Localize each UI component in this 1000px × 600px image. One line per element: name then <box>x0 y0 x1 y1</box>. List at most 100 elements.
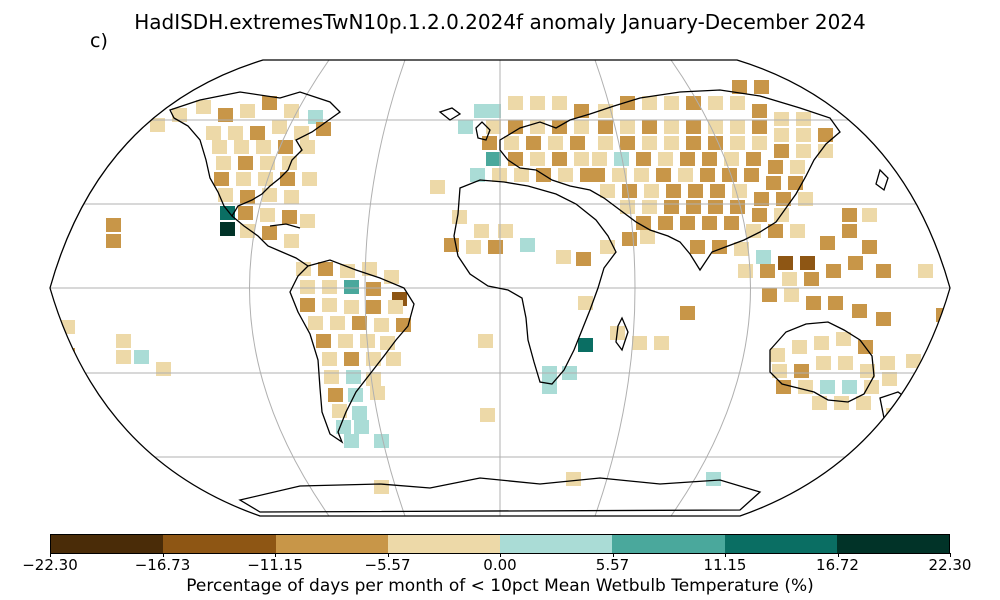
anomaly-cell <box>508 152 523 166</box>
anomaly-cell <box>396 318 411 332</box>
anomaly-cell <box>826 264 841 278</box>
anomaly-cell <box>656 168 671 182</box>
anomaly-cell <box>706 472 721 486</box>
anomaly-cell <box>258 172 273 186</box>
anomaly-cell <box>818 144 833 158</box>
anomaly-cell <box>782 272 797 286</box>
anomaly-cell <box>862 208 877 222</box>
anomaly-cell <box>116 334 131 348</box>
anomaly-cell <box>220 222 235 236</box>
anomaly-cell <box>708 120 723 134</box>
anomaly-cell <box>620 120 635 134</box>
colorbar-tick-mark <box>275 553 276 557</box>
anomaly-cell <box>806 296 821 310</box>
colorbar-tick-mark <box>837 553 839 557</box>
anomaly-cell <box>642 120 657 134</box>
anomaly-grid-cells <box>60 80 950 494</box>
anomaly-cell <box>480 408 495 422</box>
anomaly-cell <box>688 184 703 198</box>
anomaly-cell <box>352 316 367 330</box>
anomaly-cell <box>774 112 789 126</box>
anomaly-cell <box>738 264 753 278</box>
anomaly-cell <box>236 172 251 186</box>
anomaly-cell <box>488 240 503 254</box>
anomaly-cell <box>798 380 813 394</box>
anomaly-cell <box>622 232 637 246</box>
anomaly-cell <box>842 208 857 222</box>
colorbar-tick-mark <box>50 553 51 557</box>
anomaly-cell <box>504 136 519 150</box>
anomaly-cell <box>642 136 657 150</box>
anomaly-cell <box>530 96 545 110</box>
anomaly-cell <box>240 224 255 238</box>
anomaly-cell <box>658 216 673 230</box>
anomaly-cell <box>302 172 317 186</box>
anomaly-cell <box>730 136 745 150</box>
anomaly-cell <box>574 104 589 118</box>
anomaly-cell <box>318 262 333 276</box>
colorbar-tick-mark <box>612 553 614 557</box>
anomaly-cell <box>796 112 811 126</box>
anomaly-cell <box>686 136 701 150</box>
anomaly-cell <box>882 372 897 386</box>
anomaly-cell <box>752 208 767 222</box>
colorbar-tick-label: −22.30 <box>22 556 78 574</box>
colorbar-swatch <box>51 535 164 553</box>
anomaly-cell <box>794 364 809 378</box>
anomaly-cell <box>566 472 581 486</box>
anomaly-cell <box>336 420 351 434</box>
anomaly-cell <box>262 188 277 202</box>
anomaly-cell <box>642 200 657 214</box>
anomaly-cell <box>880 356 895 370</box>
anomaly-cell <box>760 264 775 278</box>
anomaly-cell <box>322 352 337 366</box>
anomaly-cell <box>354 420 369 434</box>
anomaly-cell <box>366 372 381 386</box>
anomaly-cell <box>886 408 901 422</box>
anomaly-cell <box>530 152 545 166</box>
anomaly-cell <box>762 288 777 302</box>
anomaly-cell <box>664 120 679 134</box>
anomaly-cell <box>708 136 723 150</box>
anomaly-cell <box>346 370 361 384</box>
anomaly-cell <box>308 316 323 330</box>
anomaly-cell <box>384 270 399 284</box>
anomaly-cell <box>614 152 629 166</box>
anomaly-cell <box>482 136 497 150</box>
anomaly-cell <box>308 110 323 124</box>
anomaly-cell <box>622 184 637 198</box>
anomaly-cell <box>498 224 513 238</box>
anomaly-cell <box>828 296 843 310</box>
anomaly-cell <box>134 350 149 364</box>
anomaly-cell <box>220 206 235 220</box>
anomaly-cell <box>820 236 835 250</box>
anomaly-cell <box>642 96 657 110</box>
anomaly-cell <box>848 256 863 270</box>
anomaly-cell <box>508 96 523 110</box>
anomaly-cell <box>322 298 337 312</box>
anomaly-cell <box>658 152 673 166</box>
anomaly-cell <box>796 144 811 158</box>
anomaly-cell <box>300 298 315 312</box>
anomaly-cell <box>486 120 501 134</box>
anomaly-cell <box>260 156 275 170</box>
anomaly-cell <box>380 336 395 350</box>
anomaly-cell <box>574 152 589 166</box>
anomaly-cell <box>240 104 255 118</box>
anomaly-cell <box>818 128 833 142</box>
anomaly-cell <box>690 240 705 254</box>
anomaly-cell <box>262 96 277 110</box>
anomaly-cell <box>796 128 811 142</box>
anomaly-cell <box>904 396 919 410</box>
anomaly-cell <box>430 180 445 194</box>
anomaly-cell <box>106 218 121 232</box>
anomaly-cell <box>722 168 737 182</box>
colorbar-swatch <box>163 535 276 553</box>
anomaly-cell <box>756 250 771 264</box>
anomaly-cell <box>686 96 701 110</box>
anomaly-cell <box>218 108 233 122</box>
anomaly-cell <box>654 336 669 350</box>
anomaly-cell <box>60 320 75 334</box>
anomaly-cell <box>600 184 615 198</box>
anomaly-cell <box>272 120 287 134</box>
